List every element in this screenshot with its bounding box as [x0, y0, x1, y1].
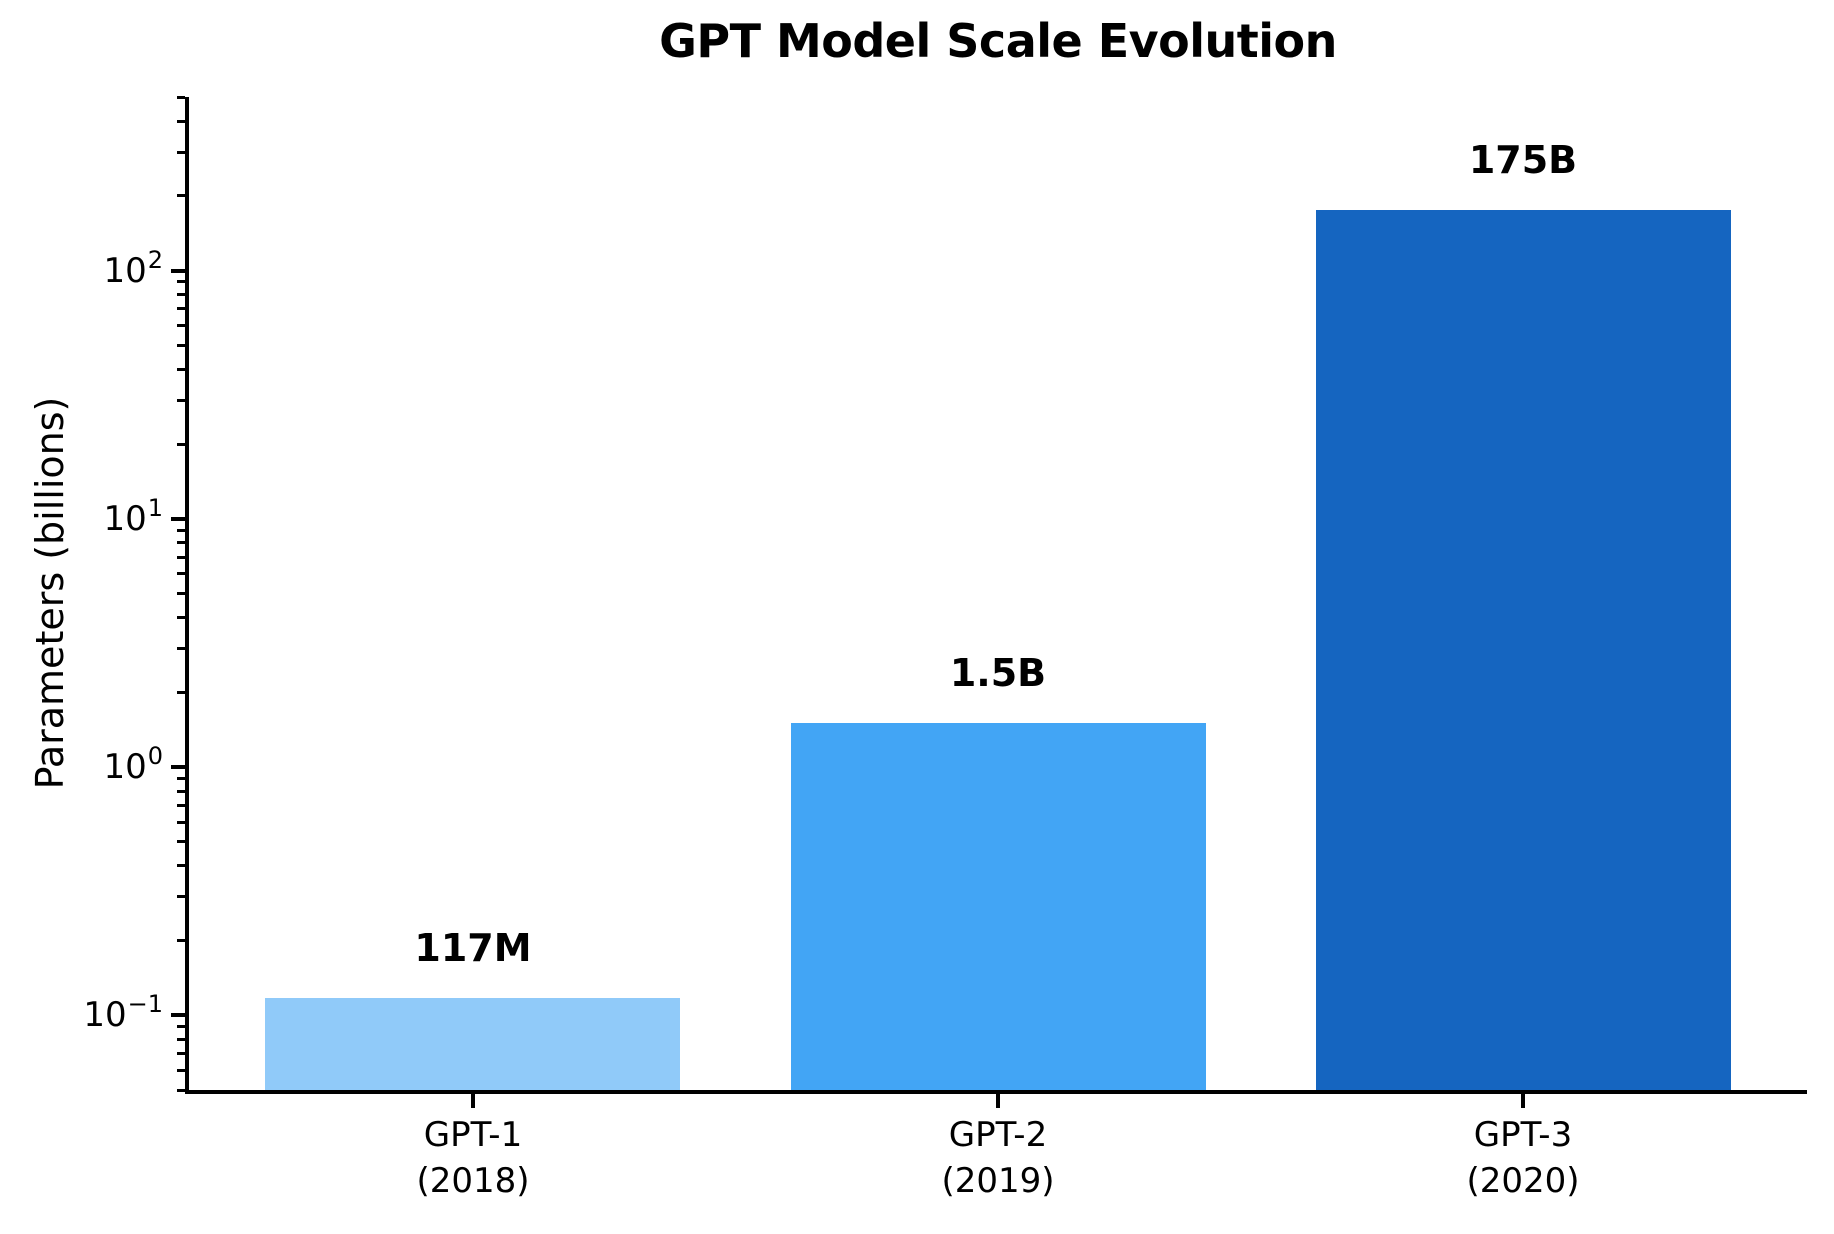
x-major-tick — [471, 1094, 475, 1108]
y-minor-tick — [177, 820, 185, 824]
x-axis-spine — [185, 1090, 1807, 1094]
y-major-tick — [171, 516, 185, 521]
y-major-tick — [171, 268, 185, 273]
y-minor-tick — [177, 150, 185, 154]
bar-GPT-2 — [791, 723, 1206, 1090]
x-tick-label-year: (2020) — [1466, 1161, 1580, 1201]
x-tick-label-year: (2019) — [941, 1161, 1055, 1201]
y-minor-tick — [177, 864, 185, 868]
bar-value-label: 175B — [1468, 138, 1578, 182]
x-tick-label-model: GPT-1 — [423, 1115, 523, 1155]
bar-value-label: 1.5B — [949, 651, 1047, 695]
y-minor-tick — [177, 572, 185, 576]
y-minor-tick — [177, 541, 185, 545]
y-minor-tick — [177, 555, 185, 559]
y-tick-label: 100 — [103, 742, 163, 788]
y-tick-label: 101 — [103, 493, 163, 539]
y-minor-tick — [177, 324, 185, 328]
y-minor-tick — [177, 776, 185, 780]
y-minor-tick — [177, 1025, 185, 1029]
y-minor-tick — [177, 442, 185, 446]
x-major-tick — [1521, 1094, 1525, 1108]
y-minor-tick — [177, 647, 185, 651]
y-minor-tick — [177, 939, 185, 943]
y-axis-spine — [185, 97, 189, 1094]
y-minor-tick — [177, 343, 185, 347]
y-minor-tick — [177, 119, 185, 123]
y-minor-tick — [177, 280, 185, 284]
y-minor-tick — [177, 293, 185, 297]
x-tick-label: GPT-2 (2019) — [838, 1112, 1158, 1204]
x-tick-label-model: GPT-3 — [1473, 1115, 1573, 1155]
y-minor-tick — [177, 367, 185, 371]
y-major-tick — [171, 765, 185, 770]
y-minor-tick — [177, 1052, 185, 1056]
y-minor-tick — [177, 194, 185, 198]
y-minor-tick — [177, 1088, 185, 1092]
y-minor-tick — [177, 803, 185, 807]
bar-GPT-1 — [265, 998, 680, 1090]
bar-value-label: 117M — [414, 926, 532, 970]
y-minor-tick — [177, 690, 185, 694]
x-major-tick — [996, 1094, 1000, 1108]
x-tick-label-year: (2018) — [416, 1161, 530, 1201]
y-minor-tick — [177, 840, 185, 844]
y-minor-tick — [177, 528, 185, 532]
bar-GPT-3 — [1316, 210, 1731, 1090]
y-minor-tick — [177, 895, 185, 899]
y-minor-tick — [177, 1068, 185, 1072]
y-tick-label: 10−1 — [83, 990, 163, 1036]
y-minor-tick — [177, 789, 185, 793]
y-minor-tick — [177, 307, 185, 311]
y-minor-tick — [177, 592, 185, 595]
chart-title: GPT Model Scale Evolution — [659, 14, 1337, 68]
y-minor-tick — [177, 95, 185, 99]
y-minor-tick — [177, 398, 185, 402]
y-minor-tick — [177, 1037, 185, 1041]
y-axis-label: Parameters (billions) — [28, 396, 72, 790]
y-minor-tick — [177, 616, 185, 620]
x-tick-label: GPT-1 (2018) — [313, 1112, 633, 1204]
y-major-tick — [171, 1013, 185, 1018]
y-tick-label: 102 — [103, 245, 163, 291]
x-tick-label-model: GPT-2 — [948, 1115, 1048, 1155]
x-tick-label: GPT-3 (2020) — [1363, 1112, 1683, 1204]
